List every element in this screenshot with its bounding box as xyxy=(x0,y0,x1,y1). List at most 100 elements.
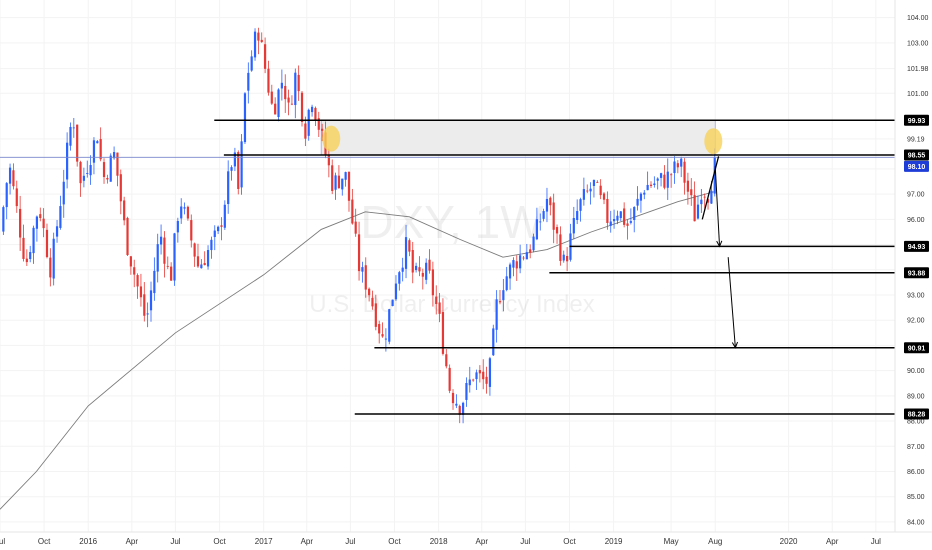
candle[interactable] xyxy=(69,122,72,151)
candle[interactable] xyxy=(445,349,448,369)
candle[interactable] xyxy=(596,180,599,183)
candle[interactable] xyxy=(42,208,45,238)
candle[interactable] xyxy=(82,167,85,188)
candle[interactable] xyxy=(200,259,203,269)
candle[interactable] xyxy=(666,158,669,200)
candle[interactable] xyxy=(663,165,666,190)
candle[interactable] xyxy=(421,268,424,290)
candle[interactable] xyxy=(639,192,643,213)
candle[interactable] xyxy=(257,27,260,55)
candle[interactable] xyxy=(217,225,220,235)
candle[interactable] xyxy=(404,224,408,279)
candle[interactable] xyxy=(159,224,163,255)
candle[interactable] xyxy=(344,171,347,187)
candle[interactable] xyxy=(163,231,166,278)
candle[interactable] xyxy=(465,377,468,407)
candle[interactable] xyxy=(364,257,367,298)
candle[interactable] xyxy=(535,207,539,241)
candle[interactable] xyxy=(659,172,663,187)
candle[interactable] xyxy=(629,208,632,225)
candle[interactable] xyxy=(8,163,12,195)
candle[interactable] xyxy=(59,195,62,230)
candle[interactable] xyxy=(347,171,351,212)
candle[interactable] xyxy=(341,178,344,196)
candle[interactable] xyxy=(579,197,582,222)
candle[interactable] xyxy=(327,148,330,178)
candle[interactable] xyxy=(368,287,371,302)
candle[interactable] xyxy=(15,180,18,213)
candle[interactable] xyxy=(522,256,525,261)
candle[interactable] xyxy=(690,178,693,206)
candle[interactable] xyxy=(321,123,324,142)
candle[interactable] xyxy=(287,89,290,116)
candle[interactable] xyxy=(243,92,247,145)
candle[interactable] xyxy=(431,261,434,307)
candle[interactable] xyxy=(438,292,441,323)
candle[interactable] xyxy=(102,158,106,184)
candle[interactable] xyxy=(398,270,401,291)
candle[interactable] xyxy=(498,290,502,305)
projection-arrow[interactable] xyxy=(727,257,739,349)
candle[interactable] xyxy=(391,299,394,307)
candle[interactable] xyxy=(488,356,492,396)
candle[interactable] xyxy=(670,172,673,188)
candle[interactable] xyxy=(549,196,552,216)
candle[interactable] xyxy=(415,262,418,273)
candle[interactable] xyxy=(203,251,206,266)
candle[interactable] xyxy=(106,174,109,184)
candle[interactable] xyxy=(267,60,270,96)
candle[interactable] xyxy=(307,108,310,141)
candle[interactable] xyxy=(394,275,398,301)
candle[interactable] xyxy=(129,255,132,275)
candle[interactable] xyxy=(253,28,257,61)
candle[interactable] xyxy=(643,189,646,200)
candle[interactable] xyxy=(425,258,428,285)
candle[interactable] xyxy=(441,298,445,356)
candle[interactable] xyxy=(227,160,230,214)
candle[interactable] xyxy=(290,95,294,106)
candle[interactable] xyxy=(196,243,200,268)
candle[interactable] xyxy=(314,106,317,126)
candle[interactable] xyxy=(22,224,25,262)
candle[interactable] xyxy=(508,262,512,290)
candle[interactable] xyxy=(696,195,700,220)
candle[interactable] xyxy=(378,320,381,344)
candle[interactable] xyxy=(19,195,22,251)
candle[interactable] xyxy=(99,127,102,162)
candle[interactable] xyxy=(599,179,602,200)
candle[interactable] xyxy=(492,324,495,357)
candle[interactable] xyxy=(119,169,122,215)
candle[interactable] xyxy=(653,176,656,188)
candle[interactable] xyxy=(49,248,52,287)
candle[interactable] xyxy=(552,193,555,244)
candle[interactable] xyxy=(223,200,226,230)
trendline[interactable] xyxy=(701,156,720,220)
candle[interactable] xyxy=(411,241,414,284)
candle[interactable] xyxy=(649,181,653,189)
candle[interactable] xyxy=(388,308,391,345)
candle[interactable] xyxy=(247,62,250,104)
candle[interactable] xyxy=(35,215,39,242)
candle[interactable] xyxy=(173,232,176,286)
candle[interactable] xyxy=(683,158,686,195)
candle[interactable] xyxy=(623,202,626,228)
candle[interactable] xyxy=(116,152,119,187)
candle[interactable] xyxy=(55,220,59,243)
candle[interactable] xyxy=(351,188,354,225)
candle[interactable] xyxy=(693,181,696,222)
candle[interactable] xyxy=(606,191,609,230)
candle[interactable] xyxy=(240,134,243,195)
candle[interactable] xyxy=(270,84,273,105)
candle[interactable] xyxy=(472,378,475,382)
candle[interactable] xyxy=(495,290,498,343)
candle[interactable] xyxy=(133,259,136,288)
candle[interactable] xyxy=(686,172,690,205)
candle[interactable] xyxy=(2,205,5,235)
candle[interactable] xyxy=(636,186,639,211)
candle[interactable] xyxy=(170,262,173,281)
candle[interactable] xyxy=(361,261,364,283)
candle[interactable] xyxy=(52,232,55,286)
candle[interactable] xyxy=(582,177,585,206)
candle[interactable] xyxy=(96,140,99,144)
candle[interactable] xyxy=(475,369,478,391)
